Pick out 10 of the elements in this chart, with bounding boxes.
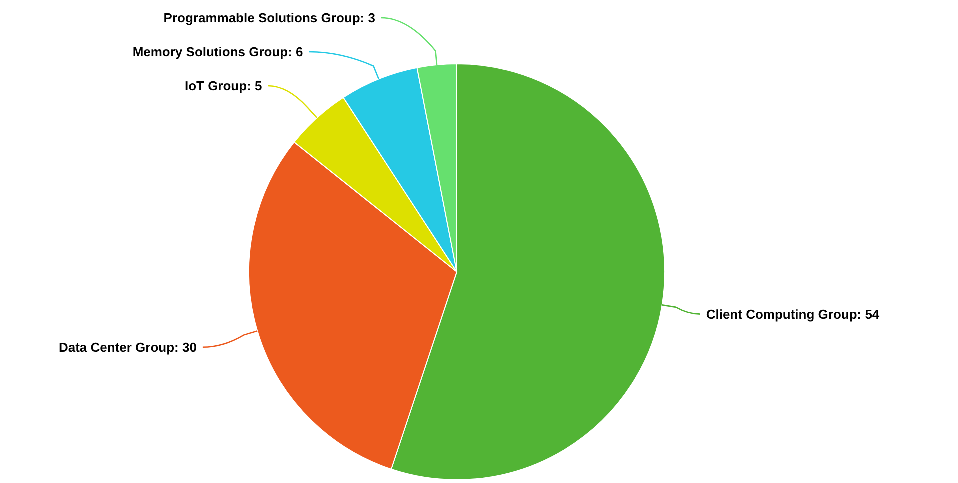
data-label: : 3 bbox=[360, 10, 376, 26]
data-label: : 30 bbox=[174, 340, 197, 355]
slice-label: IoT Group bbox=[184, 78, 248, 94]
data-label: : 5 bbox=[247, 78, 262, 94]
data-label: : 54 bbox=[857, 306, 880, 322]
slice-label: Memory Solutions Group bbox=[132, 44, 288, 60]
slice-label: Data Center Group bbox=[58, 340, 175, 355]
data-label: : 6 bbox=[288, 44, 304, 60]
slice-label: Programmable Solutions Group bbox=[164, 10, 360, 26]
slice-label: Client Computing Group bbox=[706, 306, 858, 322]
